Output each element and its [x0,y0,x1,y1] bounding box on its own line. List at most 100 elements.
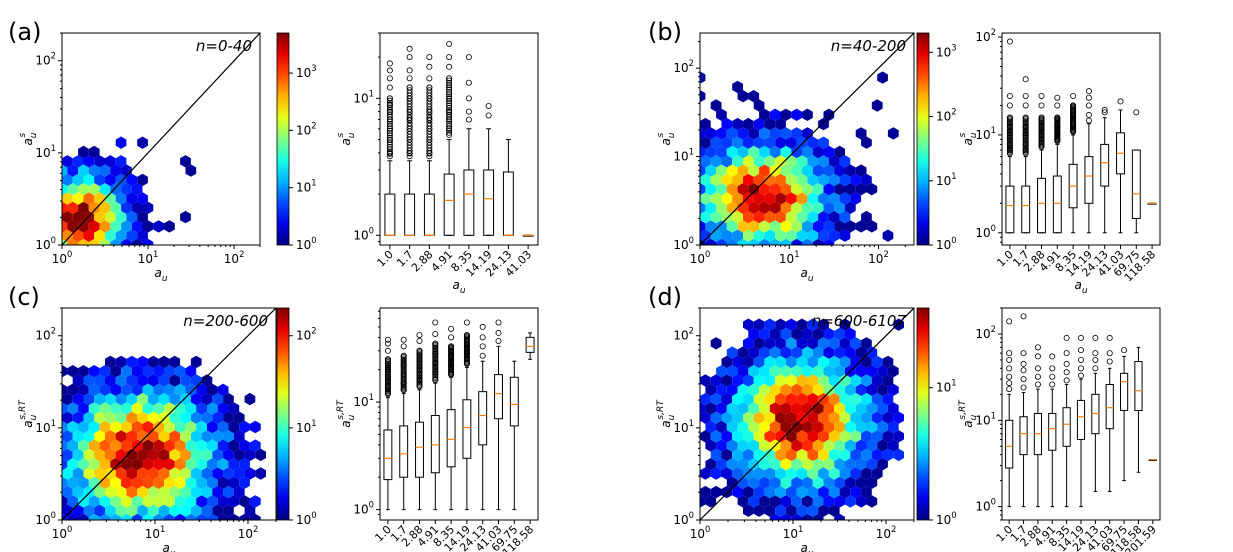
hex-cell [83,173,95,187]
hex-cell [877,402,888,415]
hex-cell [839,318,851,331]
outlier-point [1020,350,1027,357]
outlier-point [1092,356,1099,363]
hex-cell [126,485,138,499]
hex-cell [710,192,722,205]
hex-cell [791,383,802,396]
hex-cell [94,392,105,406]
outlier-point [426,84,433,91]
panel-c: (c)n=200-600100101102100101102auaus,RT10… [8,283,539,552]
hex-cell [110,439,122,452]
hex-cell [99,495,111,508]
hex-cell [764,173,776,187]
x-tick-label: 101 [779,249,800,266]
hex-cell [228,439,240,452]
outlier-point [386,60,393,67]
hex-cell [791,420,802,434]
hex-cell [142,383,154,396]
hex-cell [764,337,776,350]
hex-cell [78,476,89,489]
hex-cell [850,467,862,480]
hex-cell [796,374,808,387]
hex-cell [201,411,213,424]
hex-cell [850,173,862,187]
hex-cell [785,467,797,480]
hex-cell [780,127,792,140]
hex-cell [174,513,186,520]
outlier-point [384,356,391,363]
hex-cell [748,127,760,140]
outlier-point [446,79,453,86]
hex-cell [828,337,840,350]
hex-cell [887,365,899,378]
box-4.91 [430,319,440,511]
colorbar: 100 101 [916,307,957,527]
hex-cell [190,504,202,517]
outlier-point [1034,344,1041,351]
box-body [478,391,488,446]
hex-cell [855,420,867,434]
hex-cell [743,192,754,205]
colorbar-tick-label: 101 [296,178,317,195]
hex-cell [169,504,181,517]
hex-cell [893,318,904,331]
hex-cell [866,346,878,359]
hex-cell [753,467,765,480]
hex-cell [839,430,851,443]
hex-cell [753,448,765,462]
outlier-point [1085,102,1092,109]
hex-cell [88,402,100,415]
hex-cell [700,411,711,424]
hex-cell [785,210,797,224]
outlier-point [406,87,413,94]
hex-cell [775,229,786,242]
hex-cell [249,495,261,508]
hex-cell [791,513,802,520]
hex-cell [705,183,717,196]
hex-cell [785,485,797,499]
hex-cell [753,485,765,499]
hex-cell [855,458,867,471]
hex-cell [759,402,770,415]
hex-cell [791,365,802,378]
hex-cell [115,210,127,224]
hex-cell [737,365,749,378]
hex-cell [775,411,786,424]
hex-cell [67,183,79,196]
hex-cell [796,485,808,499]
hex-cell [153,495,164,508]
x-axis-label: au [1074,278,1087,296]
hex-cell [764,318,776,331]
hex-cell [737,164,749,177]
hex-cell [142,365,154,378]
hex-cell [99,458,111,471]
outlier-point [446,95,453,102]
hex-cell [823,383,835,396]
hex-cell [785,192,797,205]
box-4.91 [1052,94,1062,234]
outlier-point [446,75,453,82]
hex-cell [775,155,786,168]
hex-cell [807,210,819,224]
outlier-point [446,82,453,89]
boxplot-frame [379,32,539,246]
hex-cell [121,458,132,471]
hex-cell [115,411,127,424]
x-tick-label: 101 [138,249,159,266]
hex-cell [115,504,127,517]
hex-cell [871,467,883,480]
hex-cell [828,411,840,424]
outlier-point [465,108,472,115]
hex-cell [823,183,835,196]
hex-cell [743,318,754,331]
hex-cell [83,448,95,462]
hex-cell [893,430,904,443]
hex-cell [726,439,738,452]
hex-cell [78,183,89,196]
outlier-point [495,337,502,344]
hex-cell [169,374,181,387]
hex-cell [700,467,711,480]
hex-cell [164,365,175,378]
hex-cell [834,458,845,471]
hex-cell [153,402,164,415]
